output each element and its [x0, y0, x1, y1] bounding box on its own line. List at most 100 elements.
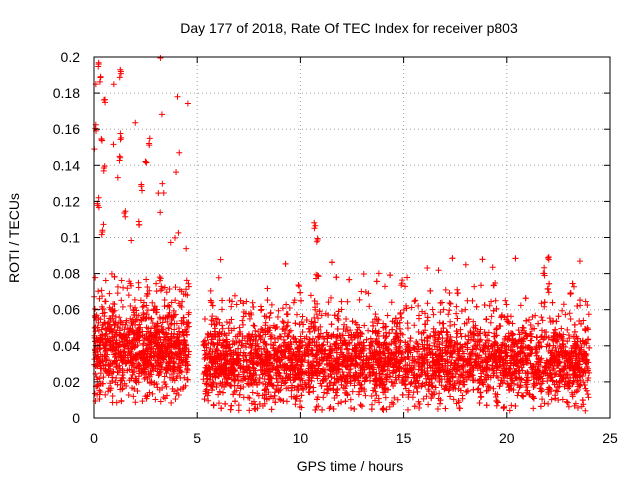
- data-point: [163, 383, 170, 390]
- data-point: [493, 326, 500, 333]
- data-point: [164, 313, 171, 320]
- data-point: [493, 398, 500, 405]
- data-point: [489, 264, 496, 271]
- data-point: [576, 382, 583, 389]
- data-point: [166, 285, 173, 292]
- data-point: [152, 396, 159, 403]
- data-point: [420, 395, 427, 402]
- data-point: [453, 310, 460, 317]
- data-point: [262, 319, 269, 326]
- data-point: [447, 318, 454, 325]
- data-point: [436, 373, 443, 380]
- data-point: [538, 387, 545, 394]
- data-point: [275, 307, 282, 314]
- data-point: [153, 380, 160, 387]
- data-point: [92, 274, 99, 281]
- data-point: [585, 311, 592, 318]
- data-point: [220, 337, 227, 344]
- data-point: [92, 338, 99, 345]
- data-point: [91, 332, 98, 339]
- data-point: [357, 333, 364, 340]
- data-point: [585, 394, 592, 401]
- data-point: [139, 355, 146, 362]
- data-point: [101, 298, 108, 305]
- data-point: [510, 354, 517, 361]
- data-point: [571, 321, 578, 328]
- data-point: [243, 358, 250, 365]
- data-point: [360, 345, 367, 352]
- data-point: [351, 382, 358, 389]
- data-point: [446, 338, 453, 345]
- data-point: [207, 287, 214, 294]
- chart-title: Day 177 of 2018, Rate Of TEC Index for r…: [180, 20, 518, 36]
- data-point: [137, 297, 144, 304]
- data-point: [181, 374, 188, 381]
- data-point: [516, 384, 523, 391]
- data-point: [358, 365, 365, 372]
- data-point: [168, 299, 175, 306]
- data-point: [259, 363, 266, 370]
- data-point: [479, 256, 486, 263]
- data-point: [306, 339, 313, 346]
- data-point: [550, 317, 557, 324]
- data-point: [109, 392, 116, 399]
- data-point: [99, 331, 106, 338]
- data-point: [116, 327, 123, 334]
- data-point: [577, 302, 584, 309]
- data-point: [559, 307, 566, 314]
- data-point: [404, 361, 411, 368]
- data-point: [344, 298, 351, 305]
- data-point: [561, 365, 568, 372]
- data-point: [229, 356, 236, 363]
- data-point: [175, 345, 182, 352]
- data-point: [127, 315, 134, 322]
- data-point: [456, 405, 463, 412]
- data-point: [101, 356, 108, 363]
- data-point: [518, 344, 525, 351]
- data-point: [260, 359, 267, 366]
- data-point: [537, 373, 544, 380]
- data-point: [535, 376, 542, 383]
- data-point: [154, 368, 161, 375]
- data-point: [171, 330, 178, 337]
- data-point: [516, 374, 523, 381]
- data-point: [519, 324, 526, 331]
- data-point: [390, 401, 397, 408]
- data-point: [100, 221, 107, 228]
- data-point: [172, 234, 179, 241]
- data-point: [577, 338, 584, 345]
- data-point: [228, 316, 235, 323]
- data-point: [270, 342, 277, 349]
- data-point: [246, 373, 253, 380]
- data-point: [356, 296, 363, 303]
- data-point: [469, 364, 476, 371]
- data-point: [238, 377, 245, 384]
- data-point: [132, 375, 139, 382]
- data-point: [446, 289, 453, 296]
- data-point: [445, 311, 452, 318]
- data-point: [121, 342, 128, 349]
- data-point: [543, 359, 550, 366]
- data-point: [200, 376, 207, 383]
- data-point: [356, 380, 363, 387]
- data-point: [104, 320, 111, 327]
- data-point: [233, 355, 240, 362]
- data-point: [451, 321, 458, 328]
- data-point: [538, 355, 545, 362]
- data-point: [139, 304, 146, 311]
- data-point: [293, 339, 300, 346]
- data-point: [227, 406, 234, 413]
- data-point: [586, 344, 593, 351]
- data-point: [388, 379, 395, 386]
- data-point: [357, 346, 364, 353]
- data-point: [123, 317, 130, 324]
- data-point: [161, 303, 168, 310]
- data-point: [539, 317, 546, 324]
- data-point: [411, 298, 418, 305]
- data-point: [421, 361, 428, 368]
- data-point: [105, 385, 112, 392]
- data-point: [360, 271, 367, 278]
- data-point: [317, 330, 324, 337]
- data-point: [335, 344, 342, 351]
- data-point: [274, 364, 281, 371]
